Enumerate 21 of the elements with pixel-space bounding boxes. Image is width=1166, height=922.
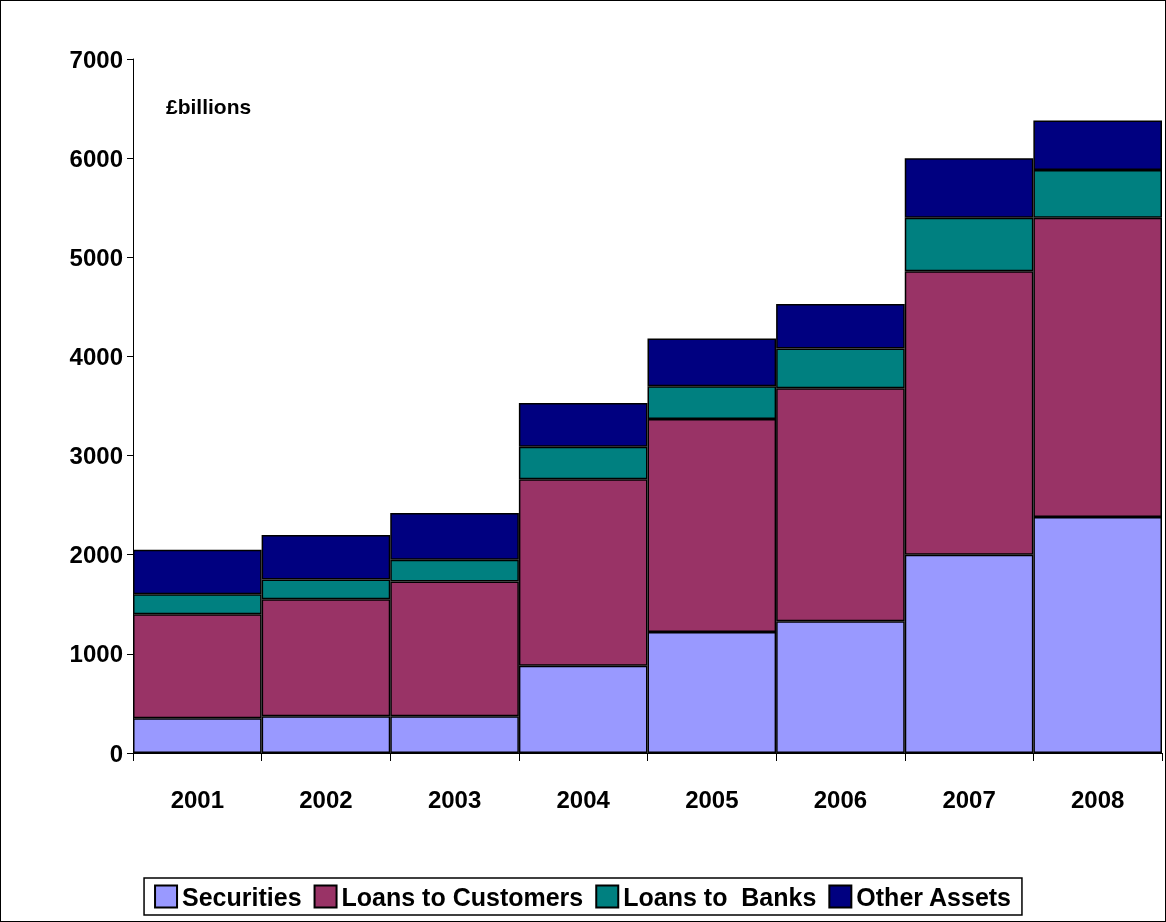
legend-label: Other Assets (856, 882, 1012, 911)
y-tick-label: 7000 (69, 45, 123, 73)
annotation: £billions (166, 95, 252, 118)
x-tick-label: 2007 (942, 785, 996, 813)
legend-label: Loans to Banks (623, 882, 817, 911)
y-tick-label: 0 (109, 739, 123, 767)
y-tick-label: 1000 (69, 640, 123, 668)
legend-label: Securities (182, 882, 302, 911)
x-tick-label: 2008 (1070, 785, 1125, 813)
x-tick-label: 2001 (170, 785, 225, 813)
x-tick-label: 2004 (556, 785, 611, 813)
y-tick-label: 5000 (69, 243, 123, 271)
x-tick-label: 2006 (813, 785, 868, 813)
x-tick-label: 2003 (427, 785, 482, 813)
y-tick-label: 2000 (69, 541, 123, 569)
x-tick-label: 2002 (299, 785, 353, 813)
y-tick-label: 4000 (69, 342, 123, 370)
y-tick-label: 6000 (69, 144, 123, 172)
x-tick-label: 2005 (685, 785, 739, 813)
y-tick-label: 3000 (69, 442, 123, 470)
legend-label: Loans to Customers (341, 882, 584, 911)
